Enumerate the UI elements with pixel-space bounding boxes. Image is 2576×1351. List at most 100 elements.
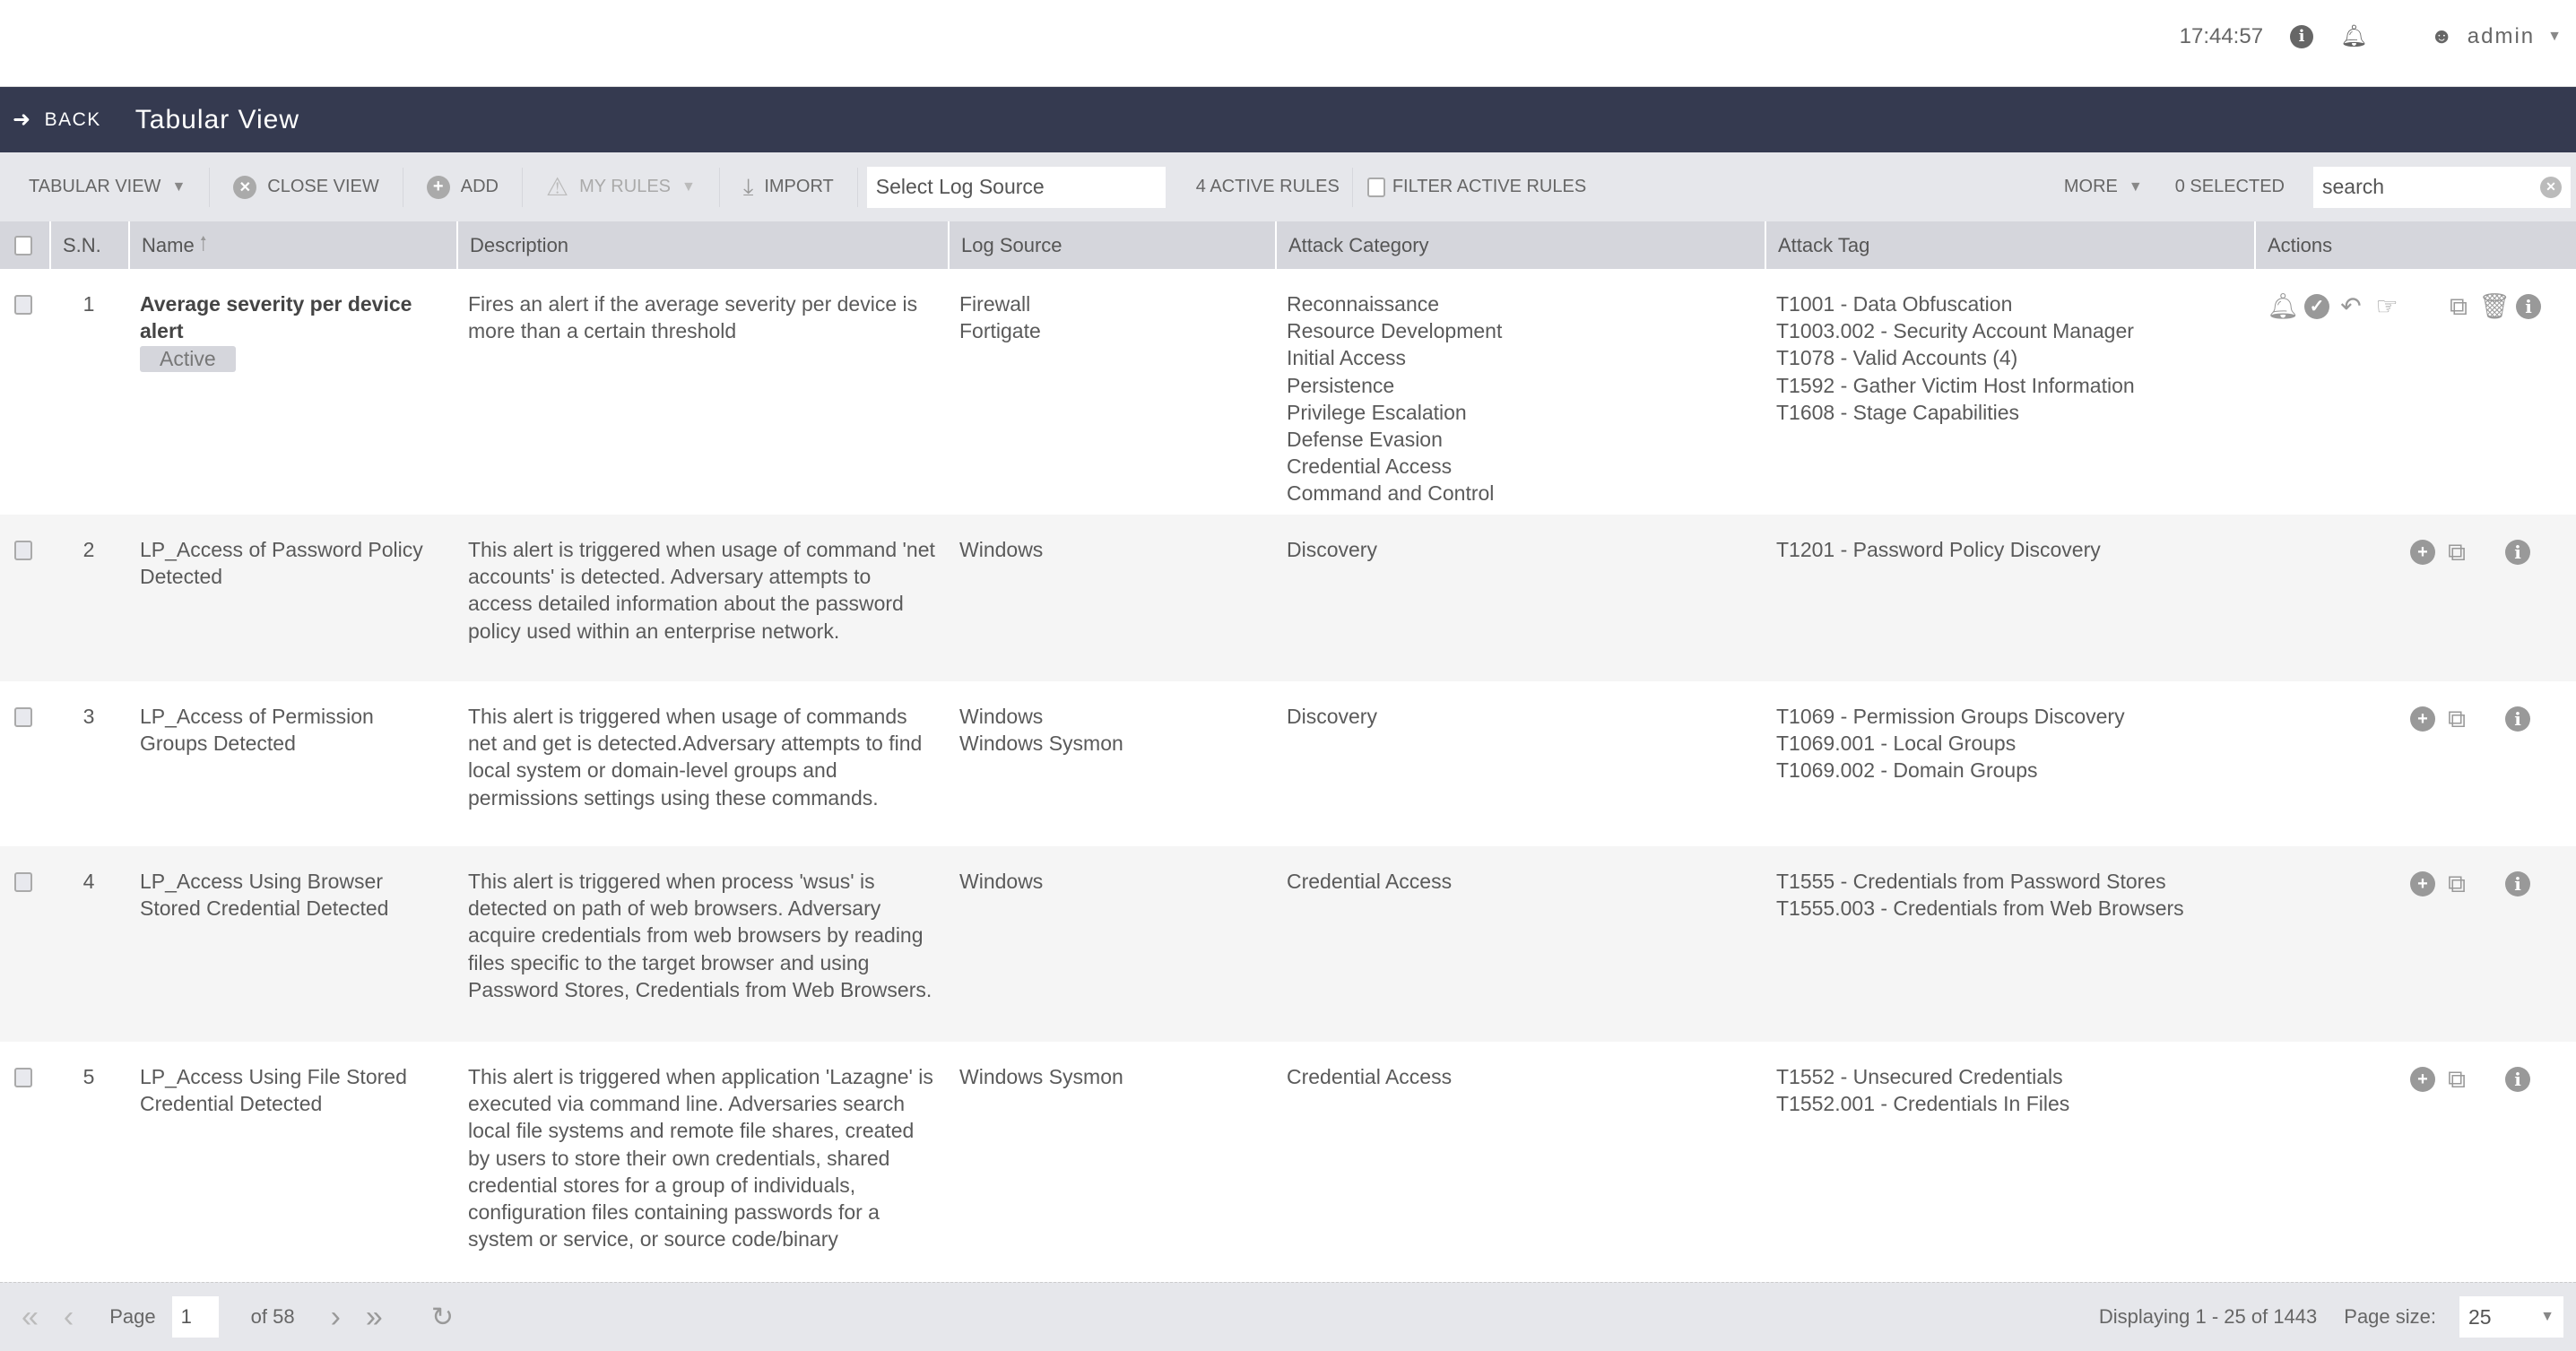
arrow-left-icon: ➜ <box>13 108 32 132</box>
add-icon[interactable]: + <box>2410 706 2435 732</box>
row-sn: 2 <box>82 538 95 561</box>
add-icon[interactable]: + <box>2410 1067 2435 1092</box>
selected-count: 0 SELECTED <box>2174 177 2285 196</box>
close-view-label: CLOSE VIEW <box>267 177 379 196</box>
page-size-select[interactable]: 25 ▼ <box>2459 1296 2563 1338</box>
table-row[interactable]: 4 LP_Access Using Browser Stored Credenti… <box>0 846 2576 1042</box>
filter-active-rules-checkbox[interactable]: FILTER ACTIVE RULES <box>1353 168 1609 207</box>
copy-icon[interactable]: ⧉ <box>2448 869 2466 897</box>
row-checkbox[interactable] <box>14 707 32 727</box>
bell-icon[interactable]: 🔔︎ <box>2267 291 2299 320</box>
log-source: Windows Windows Sysmon <box>959 705 1123 756</box>
header-description[interactable]: Description <box>456 221 948 269</box>
attack-category: Discovery <box>1287 705 1377 728</box>
header-actions: Actions <box>2254 221 2576 269</box>
my-rules-dropdown[interactable]: ⚠ MY RULES ▼ <box>523 167 720 207</box>
info-icon[interactable]: i <box>2516 294 2541 319</box>
display-range: Displaying 1 - 25 of 1443 <box>2098 1305 2318 1328</box>
active-rules-count: 4 ACTIVE RULES <box>1166 167 1353 207</box>
table-header: S.N. Name 🠑 Description Log Source Attack… <box>0 221 2576 269</box>
caret-down-icon: ▼ <box>2128 178 2143 195</box>
row-checkbox[interactable] <box>14 872 32 892</box>
row-checkbox[interactable] <box>14 1068 32 1087</box>
copy-icon[interactable]: ⧉ <box>2448 537 2466 566</box>
rule-name[interactable]: LP_Access of Permission Groups Detected <box>140 705 374 756</box>
search-placeholder: search <box>2322 175 2385 198</box>
check-circle-icon[interactable]: ✓ <box>2304 294 2329 319</box>
rule-description: Fires an alert if the average severity p… <box>468 292 918 343</box>
sort-asc-icon: 🠑 <box>199 231 207 255</box>
header-sn[interactable]: S.N. <box>49 221 128 269</box>
info-icon[interactable]: i <box>2290 24 2314 48</box>
row-sn: 3 <box>82 705 95 728</box>
log-source: Windows <box>959 870 1044 893</box>
rule-name[interactable]: LP_Access Using File Stored Credential D… <box>140 1065 407 1116</box>
clock: 17:44:57 <box>2179 23 2264 48</box>
table-row[interactable]: 2 LP_Access of Password Policy Detected Th… <box>0 515 2576 681</box>
attack-tags: T1552 - Unsecured Credentials T1552.001 … <box>1776 1065 2070 1116</box>
trash-icon[interactable]: 🗑︎ <box>2478 291 2511 320</box>
info-icon[interactable]: i <box>2505 871 2530 896</box>
reply-icon[interactable]: ↶ <box>2340 291 2362 320</box>
checkbox[interactable] <box>1366 177 1385 197</box>
caret-down-icon: ▼ <box>2540 1309 2554 1324</box>
last-page-icon[interactable]: » <box>365 1299 383 1334</box>
page-input[interactable]: 1 <box>171 1296 219 1338</box>
prev-page-icon[interactable]: ‹ <box>63 1299 74 1334</box>
rule-description: This alert is triggered when process 'ws… <box>468 870 932 1001</box>
log-source-select[interactable]: Select Log Source <box>866 166 1166 208</box>
log-source: Windows Sysmon <box>959 1065 1123 1088</box>
page-size-label: Page size: <box>2344 1305 2436 1328</box>
copy-icon[interactable]: ⧉ <box>2448 704 2466 732</box>
user-menu[interactable]: ☻ admin ▼ <box>2431 24 2563 49</box>
row-checkbox[interactable] <box>14 541 32 560</box>
rule-name[interactable]: LP_Access Using Browser Stored Credentia… <box>140 870 389 921</box>
add-icon[interactable]: + <box>2410 540 2435 565</box>
info-icon[interactable]: i <box>2505 706 2530 732</box>
close-icon: ✕ <box>233 175 257 199</box>
page-count: of 58 <box>250 1305 295 1328</box>
header-name-label: Name <box>142 233 195 256</box>
page-size-value: 25 <box>2468 1304 2492 1329</box>
log-source: Windows <box>959 538 1044 561</box>
table-row[interactable]: 3 LP_Access of Permission Groups Detected… <box>0 681 2576 846</box>
import-label: IMPORT <box>764 177 834 196</box>
nav-bar: ➜ BACK Tabular View <box>0 87 2576 152</box>
row-checkbox[interactable] <box>14 295 32 315</box>
copy-icon[interactable]: ⧉ <box>2448 1064 2466 1093</box>
select-all-checkbox[interactable] <box>14 235 32 255</box>
tabular-view-dropdown[interactable]: TABULAR VIEW ▼ <box>0 167 211 207</box>
info-icon[interactable]: i <box>2505 1067 2530 1092</box>
plus-icon: + <box>426 175 450 199</box>
add-button[interactable]: + ADD <box>403 167 523 207</box>
user-icon: ☻ <box>2430 23 2455 48</box>
rule-name[interactable]: Average severity per device alert <box>140 292 412 343</box>
refresh-icon[interactable]: ↻ <box>430 1302 454 1332</box>
import-button[interactable]: ⤓ IMPORT <box>720 167 858 207</box>
header-attack-category[interactable]: Attack Category <box>1275 221 1765 269</box>
my-rules-label: MY RULES <box>579 177 671 196</box>
info-icon[interactable]: i <box>2505 540 2530 565</box>
hand-pointing-icon[interactable]: ☞ <box>2375 291 2398 320</box>
bell-icon[interactable]: 🔔︎ <box>2340 24 2368 48</box>
toolbar: TABULAR VIEW ▼ ✕ CLOSE VIEW + ADD ⚠ MY RULES… <box>0 152 2576 221</box>
header-name[interactable]: Name 🠑 <box>128 221 456 269</box>
more-dropdown[interactable]: MORE ▼ <box>2041 168 2166 207</box>
next-page-icon[interactable]: › <box>330 1299 341 1334</box>
back-button[interactable]: ➜ BACK <box>13 107 101 133</box>
rule-name[interactable]: LP_Access of Password Policy Detected <box>140 538 423 589</box>
search-input[interactable]: search ✕ <box>2313 166 2571 208</box>
first-page-icon[interactable]: « <box>22 1299 39 1334</box>
table-row[interactable]: 5 LP_Access Using File Stored Credential … <box>0 1042 2576 1282</box>
clear-search-icon[interactable]: ✕ <box>2540 176 2562 198</box>
page-label: Page <box>109 1305 156 1328</box>
copy-icon[interactable]: ⧉ <box>2450 291 2468 320</box>
filter-active-label: FILTER ACTIVE RULES <box>1392 177 1587 196</box>
close-view-button[interactable]: ✕ CLOSE VIEW <box>210 167 403 207</box>
attack-tags: T1069 - Permission Groups Discovery T106… <box>1776 705 2125 783</box>
table-row[interactable]: 1 Average severity per device alert Active… <box>0 269 2576 515</box>
add-icon[interactable]: + <box>2410 871 2435 896</box>
rule-description: This alert is triggered when application… <box>468 1065 933 1251</box>
header-attack-tag[interactable]: Attack Tag <box>1765 221 2254 269</box>
header-log-source[interactable]: Log Source <box>948 221 1275 269</box>
